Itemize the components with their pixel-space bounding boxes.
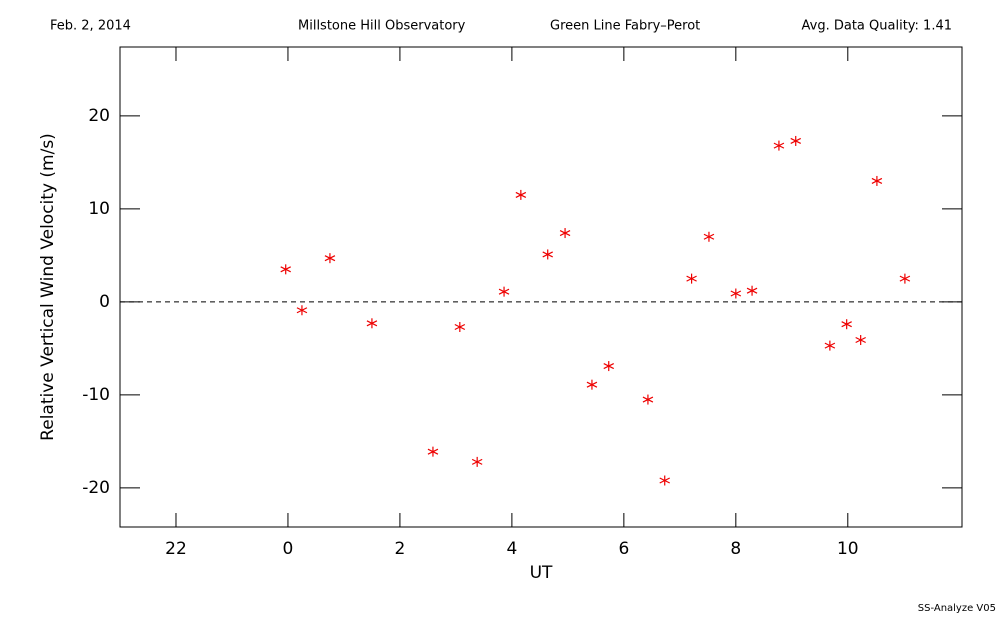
asterisk-stroke bbox=[603, 363, 615, 370]
observatory: Millstone Hill Observatory bbox=[298, 19, 466, 34]
data-point bbox=[471, 456, 483, 467]
y-tick-label: 10 bbox=[88, 199, 110, 219]
asterisk-stroke bbox=[471, 458, 483, 465]
asterisk-stroke bbox=[703, 233, 715, 240]
data-point bbox=[498, 286, 510, 297]
instrument: Green Line Fabry–Perot bbox=[550, 19, 700, 34]
y-tick-label: -20 bbox=[82, 478, 110, 498]
data-point bbox=[427, 446, 439, 457]
data-point bbox=[542, 249, 553, 260]
data-point bbox=[790, 135, 801, 146]
asterisk-stroke bbox=[773, 142, 785, 149]
asterisk-stroke bbox=[515, 191, 527, 198]
x-axis-label: UT bbox=[530, 563, 553, 583]
date: Feb. 2, 2014 bbox=[50, 19, 131, 34]
y-axis-label: Relative Vertical Wind Velocity (m/s) bbox=[38, 133, 58, 441]
asterisk-stroke bbox=[296, 307, 308, 314]
asterisk-stroke bbox=[280, 266, 291, 273]
asterisk-stroke bbox=[899, 275, 911, 282]
asterisk-stroke bbox=[746, 287, 758, 294]
data-point bbox=[730, 288, 742, 299]
y-tick-label: 20 bbox=[88, 106, 110, 126]
data-point bbox=[746, 285, 758, 296]
asterisk-stroke bbox=[730, 290, 742, 297]
y-tick-label: 0 bbox=[99, 292, 110, 312]
x-tick-label: 10 bbox=[837, 539, 859, 559]
data-point bbox=[871, 175, 883, 186]
x-tick-label: 8 bbox=[730, 539, 741, 559]
data-point bbox=[773, 140, 785, 151]
asterisk-stroke bbox=[871, 177, 883, 184]
data-point bbox=[603, 361, 615, 372]
data-point bbox=[559, 228, 571, 239]
x-tick-label: 6 bbox=[618, 539, 629, 559]
footer: SS-Analyze V05 bbox=[918, 603, 996, 614]
asterisk-stroke bbox=[427, 448, 439, 455]
x-tick-label: 2 bbox=[395, 539, 406, 559]
data-point bbox=[586, 379, 598, 390]
asterisk-stroke bbox=[498, 288, 510, 295]
data-point bbox=[642, 394, 654, 405]
data-point bbox=[515, 189, 527, 200]
asterisk-stroke bbox=[559, 230, 571, 237]
asterisk-stroke bbox=[366, 320, 378, 327]
data-point bbox=[686, 273, 697, 284]
data-point bbox=[454, 322, 466, 332]
data-point bbox=[324, 253, 336, 264]
plot-frame bbox=[119, 46, 963, 528]
data-point bbox=[659, 475, 670, 486]
x-tick-label: 4 bbox=[506, 539, 517, 559]
asterisk-stroke bbox=[454, 323, 466, 331]
data-point bbox=[366, 318, 378, 329]
asterisk-stroke bbox=[586, 381, 598, 388]
asterisk-stroke bbox=[824, 342, 836, 349]
asterisk-stroke bbox=[841, 321, 852, 328]
asterisk-stroke bbox=[659, 477, 670, 484]
data-point bbox=[703, 231, 715, 242]
asterisk-stroke bbox=[642, 396, 654, 403]
y-tick-label: -10 bbox=[82, 385, 110, 405]
data-point bbox=[899, 273, 911, 284]
data-point bbox=[841, 319, 852, 330]
asterisk-stroke bbox=[790, 137, 801, 144]
x-tick-label: 0 bbox=[283, 539, 294, 559]
data-point bbox=[824, 340, 836, 351]
data-point bbox=[855, 335, 866, 346]
asterisk-stroke bbox=[542, 251, 553, 258]
asterisk-stroke bbox=[686, 275, 697, 282]
asterisk-stroke bbox=[324, 255, 336, 262]
x-tick-label: 22 bbox=[165, 539, 187, 559]
data-point bbox=[280, 264, 291, 275]
data-point bbox=[296, 305, 308, 316]
asterisk-stroke bbox=[855, 336, 866, 344]
data-quality: Avg. Data Quality: 1.41 bbox=[802, 19, 952, 34]
